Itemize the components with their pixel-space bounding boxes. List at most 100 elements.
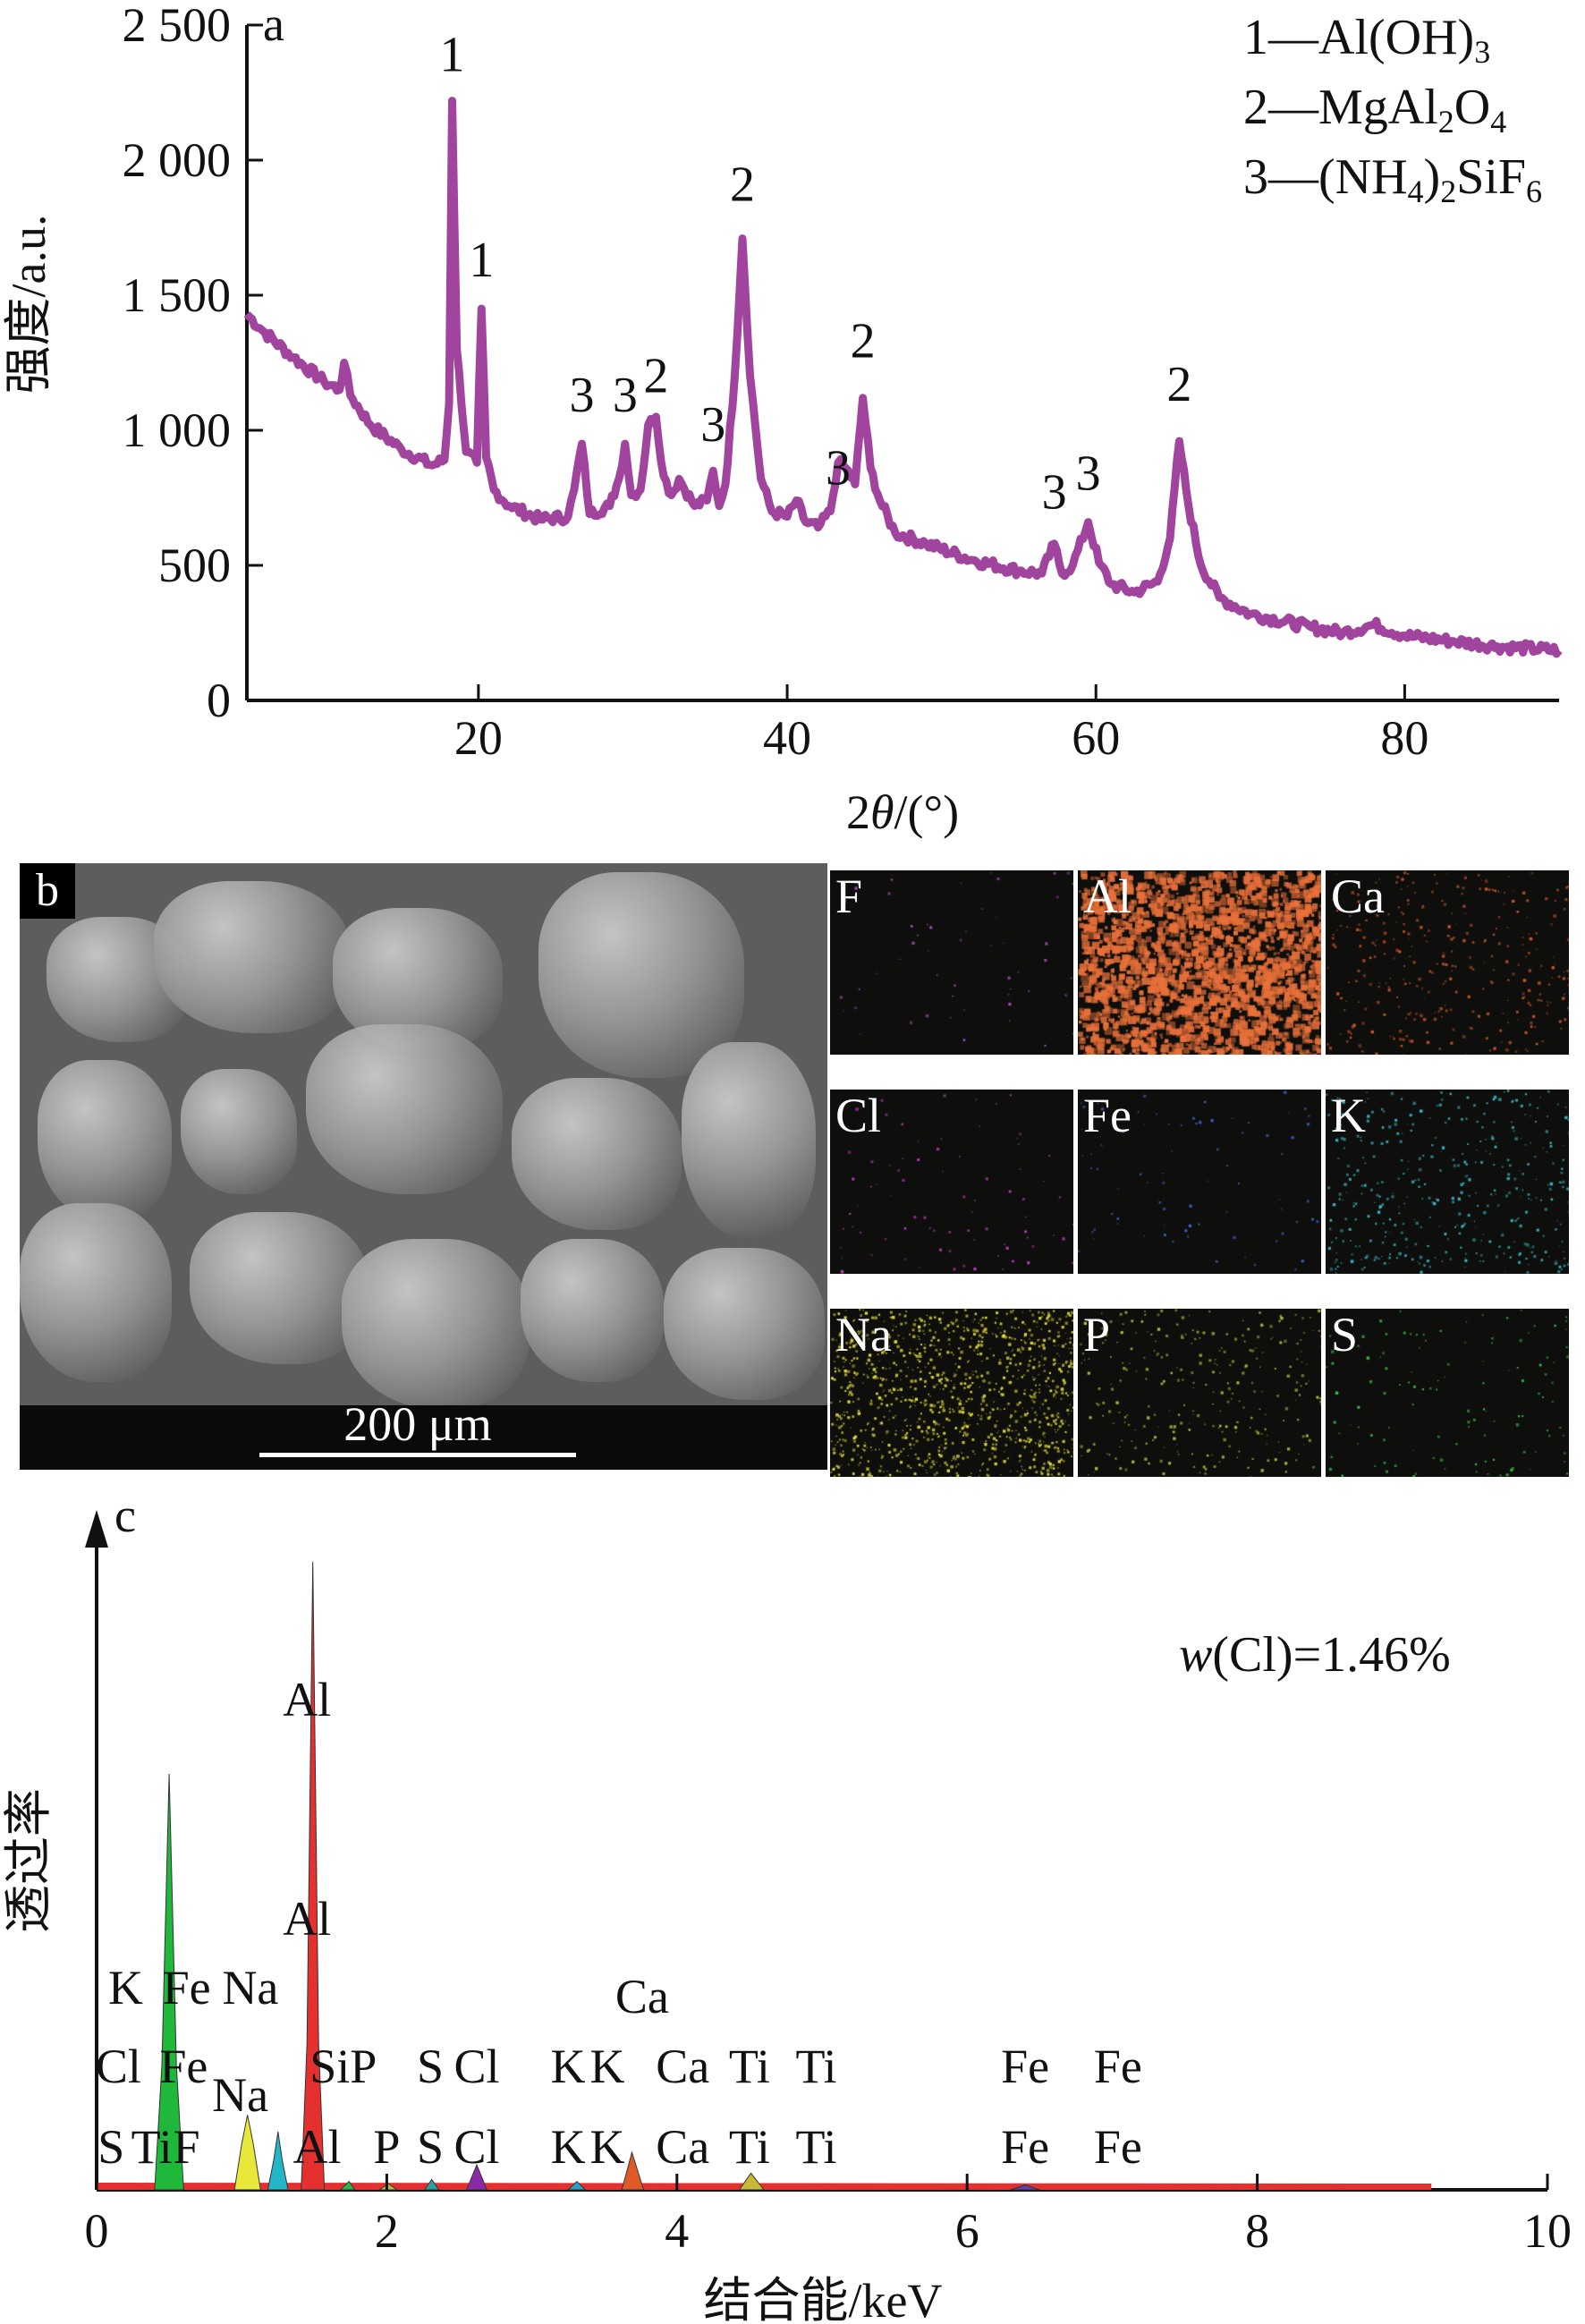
xrd-y-tick-label: 500 bbox=[158, 539, 231, 592]
element-map-k: K bbox=[1326, 1090, 1569, 1274]
legend-formula-subscript: 3 bbox=[1474, 34, 1490, 70]
legend-formula-text: SiF bbox=[1456, 149, 1526, 205]
sem-scale-strip bbox=[20, 1405, 827, 1470]
sem-particle bbox=[20, 1203, 172, 1382]
eds-peak-label: K bbox=[589, 2120, 624, 2174]
element-map-label: S bbox=[1331, 1309, 1359, 1361]
xrd-peak-label: 2 bbox=[730, 157, 755, 212]
eds-peak bbox=[621, 2150, 645, 2191]
eds-peak-label: Cl bbox=[453, 2040, 499, 2093]
eds-peak-label: Fe bbox=[1094, 2120, 1142, 2174]
legend-formula-subscript: 4 bbox=[1408, 174, 1424, 209]
eds-x-tick-label: 10 bbox=[1523, 2204, 1572, 2258]
element-map-signal bbox=[1078, 870, 1321, 1055]
cl-mass-fraction-annotation: w(Cl)=1.46% bbox=[1179, 1627, 1451, 1683]
xrd-peak-label: 3 bbox=[1076, 445, 1101, 501]
eds-peak bbox=[339, 2180, 356, 2191]
eds-peak-label: S bbox=[417, 2120, 444, 2174]
xrd-legend-entry: 2—MgAl2O4 bbox=[1243, 80, 1506, 140]
element-map-p: P bbox=[1078, 1309, 1321, 1477]
eds-peak-label: S bbox=[417, 2040, 444, 2093]
legend-formula-subscript: 2 bbox=[1438, 104, 1454, 140]
eds-peak bbox=[738, 2172, 766, 2191]
eds-peak bbox=[377, 2183, 399, 2191]
element-map-signal bbox=[1326, 1309, 1569, 1477]
element-map-signal bbox=[1078, 1090, 1321, 1274]
eds-peak-label: Fe bbox=[1001, 2040, 1049, 2093]
legend-formula-text: ) bbox=[1424, 149, 1441, 205]
eds-peak-label: K bbox=[551, 2040, 586, 2093]
eds-peak bbox=[423, 2178, 440, 2191]
eds-peak bbox=[1010, 2184, 1040, 2191]
eds-peak-label: K bbox=[551, 2120, 586, 2174]
element-map-label: Na bbox=[835, 1309, 892, 1361]
xrd-y-tick-label: 1 000 bbox=[123, 403, 232, 457]
eds-y-axis-label: 透过率 bbox=[2, 1788, 55, 1933]
element-map-fe: Fe bbox=[1078, 1090, 1321, 1274]
legend-formula-text: O bbox=[1454, 80, 1490, 135]
eds-peak-label: Na bbox=[212, 2068, 268, 2122]
element-map-label: Fe bbox=[1083, 1090, 1132, 1142]
xrd-y-tick-label: 1 500 bbox=[123, 268, 232, 322]
xrd-x-tick-label: 20 bbox=[454, 711, 503, 765]
sem-particle bbox=[538, 872, 744, 1078]
xrd-peak-label: 3 bbox=[700, 397, 725, 453]
xrd-y-tick-label: 0 bbox=[207, 674, 231, 727]
sem-particle bbox=[682, 1042, 816, 1239]
eds-x-tick-label: 6 bbox=[955, 2204, 979, 2258]
eds-peak-label: Ca bbox=[656, 2040, 709, 2093]
element-map-signal bbox=[830, 1090, 1073, 1274]
sem-particle bbox=[521, 1239, 664, 1382]
xrd-peak-label: 3 bbox=[1042, 465, 1067, 521]
xrd-pattern-line bbox=[243, 97, 1563, 658]
element-map-na: Na bbox=[830, 1309, 1073, 1477]
element-map-label: P bbox=[1083, 1309, 1111, 1361]
eds-peak bbox=[154, 1773, 184, 2191]
scale-bar-label: 200 μm bbox=[343, 1397, 492, 1451]
eds-continuum bbox=[97, 2183, 1432, 2190]
element-map-signal bbox=[1326, 870, 1569, 1055]
xrd-x-tick-label: 80 bbox=[1380, 711, 1428, 765]
eds-spectrum-peaks bbox=[154, 1561, 1040, 2191]
legend-number: 2 bbox=[1243, 80, 1268, 135]
panel-b-tag: b bbox=[20, 863, 75, 919]
eds-peak-label: Al bbox=[283, 1673, 331, 1726]
eds-x-tick-label: 2 bbox=[375, 2204, 399, 2258]
eds-peak-label: Ca bbox=[615, 1970, 669, 2023]
eds-peak-label: Fe bbox=[1001, 2120, 1049, 2174]
eds-peak-label: Ti bbox=[795, 2040, 836, 2093]
eds-peak-label: Ti bbox=[729, 2120, 770, 2174]
eds-peak-label: Fe bbox=[163, 1961, 211, 2014]
eds-peak bbox=[465, 2163, 488, 2191]
eds-peak-label: Ti bbox=[729, 2040, 770, 2093]
sem-particle bbox=[342, 1239, 530, 1409]
eds-peak-label: F bbox=[174, 2120, 200, 2174]
eds-peak bbox=[301, 1561, 326, 2191]
legend-dash: — bbox=[1267, 149, 1319, 205]
xrd-x-axis-label: 2θ/(°) bbox=[846, 785, 959, 839]
legend-formula-subscript: 6 bbox=[1526, 174, 1542, 209]
eds-peak-label: Fe bbox=[1094, 2040, 1142, 2093]
eds-peak bbox=[267, 2131, 289, 2191]
eds-peak-label: SiP bbox=[309, 2040, 377, 2093]
xrd-legend-entry: 3—(NH4)2SiF6 bbox=[1243, 149, 1542, 209]
legend-number: 1 bbox=[1243, 10, 1268, 65]
legend-number: 3 bbox=[1243, 149, 1268, 205]
xrd-y-tick-label: 2 000 bbox=[123, 133, 232, 187]
xrd-peak-label: 2 bbox=[1166, 357, 1191, 412]
legend-dash: — bbox=[1267, 10, 1319, 65]
eds-background-band bbox=[97, 2183, 1432, 2190]
eds-x-tick-label: 0 bbox=[85, 2204, 109, 2258]
xrd-y-tick-label: 2 500 bbox=[123, 0, 232, 52]
eds-peak-label: Al bbox=[283, 1892, 331, 1946]
sem-particle bbox=[664, 1248, 825, 1400]
element-map-label: Cl bbox=[835, 1090, 882, 1142]
sem-micrograph: 200 μm b bbox=[20, 863, 827, 1470]
eds-peak-label: Ti bbox=[795, 2120, 836, 2174]
eds-peak bbox=[566, 2181, 587, 2191]
xrd-y-axis-label: 强度/a.u. bbox=[2, 215, 55, 394]
element-map-signal bbox=[1078, 1309, 1321, 1477]
